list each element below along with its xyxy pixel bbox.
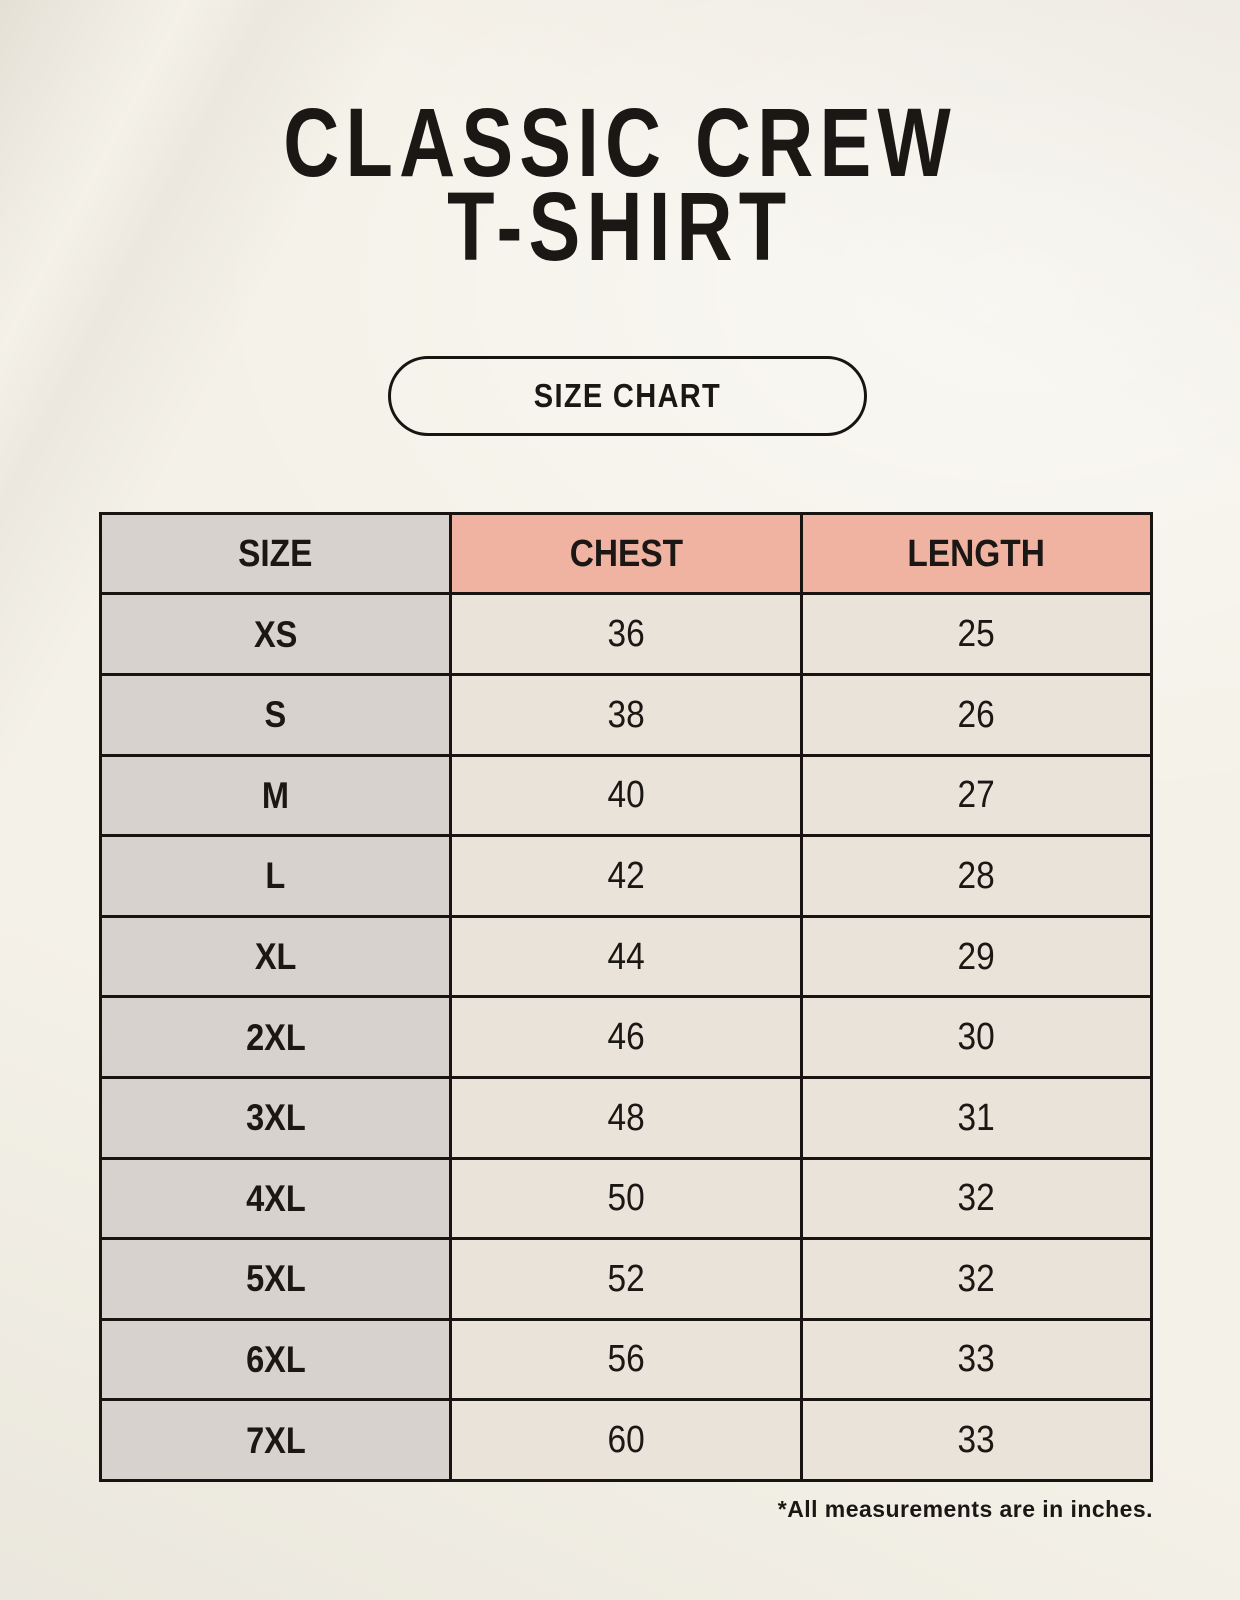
cell-value: 3XL: [245, 1097, 306, 1139]
header-chest: CHEST: [449, 511, 803, 596]
header-chest-label: CHEST: [569, 532, 683, 575]
chest-cell: 42: [449, 834, 803, 918]
length-cell: 25: [799, 592, 1154, 676]
size-chart-table: SIZE CHEST LENGTH XS 36 25 S 38 26 M 40 27 L 42 28 X…: [98, 511, 1154, 1482]
table-row: XS 36 25: [98, 592, 1154, 676]
cell-value: 25: [957, 613, 995, 656]
cell-value: 48: [607, 1096, 645, 1139]
measurements-note: *All measurements are in inches.: [777, 1495, 1153, 1522]
length-cell: 32: [799, 1237, 1154, 1321]
page-title-line2: T-SHIRT: [447, 172, 793, 282]
table-body: XS 36 25 S 38 26 M 40 27 L 42 28 XL 44 29 2XL 46 30 3XL 48 3…: [98, 592, 1154, 1482]
cell-value: 28: [957, 854, 995, 897]
length-cell: 33: [799, 1398, 1154, 1482]
length-cell: 30: [799, 995, 1154, 1079]
table-row: S 38 26: [98, 672, 1154, 757]
cell-value: M: [262, 774, 290, 816]
cell-value: 27: [957, 774, 995, 817]
table-row: 7XL 60 33: [98, 1398, 1154, 1482]
cell-value: 4XL: [245, 1177, 306, 1219]
cell-value: 36: [607, 613, 645, 656]
length-cell: 32: [799, 1156, 1154, 1241]
table-header-row: SIZE CHEST LENGTH: [98, 511, 1154, 596]
header-size: SIZE: [98, 511, 453, 596]
page-title-line1: CLASSIC CREW: [283, 88, 957, 197]
size-cell: 7XL: [98, 1398, 453, 1482]
cell-value: 33: [957, 1338, 995, 1381]
chest-cell: 60: [449, 1398, 803, 1482]
cell-value: 7XL: [245, 1419, 306, 1461]
table-header: SIZE CHEST LENGTH: [98, 511, 1154, 596]
table-row: 4XL 50 32: [98, 1156, 1154, 1241]
cell-value: 50: [607, 1177, 645, 1220]
size-cell: XS: [98, 592, 453, 676]
cell-value: 29: [957, 935, 995, 978]
table-row: 5XL 52 32: [98, 1237, 1154, 1321]
table-row: 3XL 48 31: [98, 1075, 1154, 1160]
cell-value: 6XL: [245, 1338, 306, 1380]
chest-cell: 50: [449, 1156, 803, 1241]
cell-value: 42: [607, 854, 645, 897]
table-row: M 40 27: [98, 753, 1154, 838]
table-row: L 42 28: [98, 834, 1154, 918]
chest-cell: 40: [449, 753, 803, 838]
length-cell: 33: [799, 1317, 1154, 1402]
size-cell: 2XL: [98, 995, 453, 1079]
size-chart-button[interactable]: SIZE CHART: [388, 355, 867, 436]
page-title: CLASSIC CREW T-SHIRT: [0, 0, 1240, 282]
chest-cell: 36: [449, 592, 803, 676]
size-chart-page: CLASSIC CREW T-SHIRT SIZE CHART SIZE CHE…: [0, 0, 1240, 1522]
cell-value: L: [265, 855, 286, 897]
table-row: 6XL 56 33: [98, 1317, 1154, 1402]
table-row: 2XL 46 30: [98, 995, 1154, 1079]
cell-value: 56: [607, 1338, 645, 1381]
cell-value: 44: [607, 935, 645, 978]
cell-value: 32: [957, 1257, 995, 1300]
size-cell: S: [98, 672, 453, 757]
table-row: XL 44 29: [98, 914, 1154, 999]
length-cell: 29: [799, 914, 1154, 999]
cell-value: 33: [957, 1419, 995, 1462]
cell-value: 32: [957, 1177, 995, 1220]
chest-cell: 52: [449, 1237, 803, 1321]
cell-value: 40: [607, 774, 645, 817]
header-size-label: SIZE: [238, 532, 313, 575]
size-cell: 6XL: [98, 1317, 453, 1402]
size-cell: XL: [98, 914, 453, 999]
header-length: LENGTH: [799, 511, 1154, 596]
cell-value: 2XL: [245, 1016, 306, 1058]
chest-cell: 46: [449, 995, 803, 1079]
cell-value: 26: [957, 693, 995, 736]
size-cell: L: [98, 834, 453, 918]
cell-value: 31: [957, 1096, 995, 1139]
size-cell: 3XL: [98, 1075, 453, 1160]
cell-value: XL: [254, 936, 297, 978]
size-cell: M: [98, 753, 453, 838]
chest-cell: 38: [449, 672, 803, 757]
cell-value: 38: [607, 693, 645, 736]
chest-cell: 44: [449, 914, 803, 999]
chest-cell: 48: [449, 1075, 803, 1160]
length-cell: 31: [799, 1075, 1154, 1160]
cell-value: 5XL: [245, 1258, 306, 1300]
cell-value: 60: [607, 1419, 645, 1462]
length-cell: 26: [799, 672, 1154, 757]
cell-value: 30: [957, 1016, 995, 1059]
size-cell: 4XL: [98, 1156, 453, 1241]
size-chart-button-label: SIZE CHART: [533, 376, 722, 414]
size-cell: 5XL: [98, 1237, 453, 1321]
cell-value: 52: [607, 1257, 645, 1300]
chest-cell: 56: [449, 1317, 803, 1402]
length-cell: 28: [799, 834, 1154, 918]
cell-value: S: [264, 694, 287, 736]
header-length-label: LENGTH: [907, 532, 1046, 575]
cell-value: 46: [607, 1016, 645, 1059]
length-cell: 27: [799, 753, 1154, 838]
cell-value: XS: [253, 613, 298, 655]
